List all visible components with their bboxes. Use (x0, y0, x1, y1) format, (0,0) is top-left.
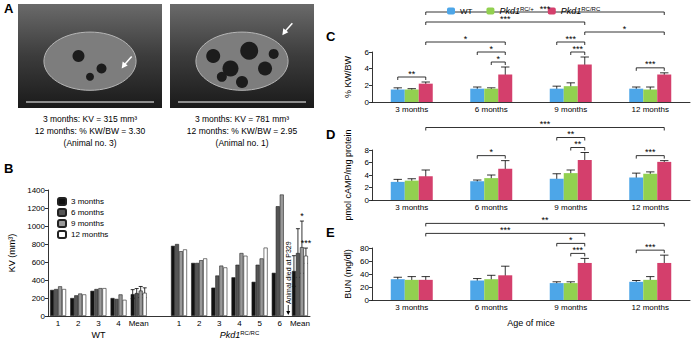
svg-text:4: 4 (116, 319, 121, 328)
svg-text:1: 1 (177, 319, 182, 328)
svg-text:***: *** (500, 14, 511, 24)
svg-text:2: 2 (365, 81, 370, 90)
svg-text:6 months: 6 months (475, 203, 508, 212)
svg-text:***: *** (645, 59, 656, 69)
svg-text:*: * (464, 34, 468, 44)
svg-text:3 months: 3 months (395, 203, 428, 212)
svg-text:***: *** (645, 242, 656, 252)
svg-text:*: * (489, 44, 493, 54)
svg-text:3 months: KV = 781 mm³: 3 months: KV = 781 mm³ (195, 114, 289, 124)
svg-text:12 months: % KW/BW = 3.30: 12 months: % KW/BW = 3.30 (35, 126, 146, 136)
svg-text:1200: 1200 (27, 204, 45, 213)
svg-text:6: 6 (365, 48, 370, 57)
svg-text:4: 4 (365, 64, 370, 73)
svg-text:***: *** (572, 44, 583, 54)
svg-text:3 months: KV = 315 mm³: 3 months: KV = 315 mm³ (43, 114, 137, 124)
svg-text:3 months: 3 months (395, 303, 428, 312)
svg-text:*: * (569, 235, 573, 245)
svg-text:1000: 1000 (27, 222, 45, 231)
svg-text:4: 4 (237, 319, 242, 328)
svg-text:C: C (326, 29, 336, 44)
svg-text:6: 6 (365, 158, 370, 167)
svg-text:% KW/BW: % KW/BW (343, 55, 353, 98)
svg-text:800: 800 (32, 240, 46, 249)
svg-text:*: * (623, 24, 627, 34)
svg-text:*: * (489, 147, 493, 157)
svg-text:**: ** (567, 129, 575, 139)
svg-text:**: ** (541, 215, 549, 225)
svg-text:12 months: 12 months (632, 203, 669, 212)
svg-text:RC/+: RC/+ (520, 6, 534, 12)
svg-text:40: 40 (360, 270, 369, 279)
svg-text:RC/RC: RC/RC (240, 330, 260, 336)
svg-text:12 months: 12 months (71, 230, 108, 239)
svg-text:***: *** (540, 119, 551, 129)
svg-text:(Animal no. 1): (Animal no. 1) (216, 138, 269, 148)
svg-text:***: *** (645, 147, 656, 157)
svg-text:***: *** (500, 225, 511, 235)
svg-text:WT: WT (91, 330, 105, 340)
svg-text:**: ** (574, 139, 582, 149)
svg-text:***: *** (572, 245, 583, 255)
svg-text:3 months: 3 months (71, 197, 104, 206)
svg-text:2: 2 (197, 319, 202, 328)
svg-text:200: 200 (32, 294, 46, 303)
svg-text:BUN (mg/dl): BUN (mg/dl) (343, 249, 353, 299)
svg-text:*: * (496, 54, 500, 64)
svg-text:6 months: 6 months (71, 208, 104, 217)
svg-text:4: 4 (365, 171, 370, 180)
svg-text:E: E (326, 225, 335, 240)
svg-text:(Animal no. 3): (Animal no. 3) (64, 138, 117, 148)
svg-text:6 months: 6 months (475, 105, 508, 114)
svg-text:***: *** (540, 4, 551, 14)
svg-text:B: B (4, 161, 13, 176)
svg-text:80: 80 (360, 244, 369, 253)
svg-text:0: 0 (365, 196, 370, 205)
svg-text:Animal died at P329: Animal died at P329 (285, 241, 292, 304)
svg-text:9 months: 9 months (554, 105, 587, 114)
svg-text:600: 600 (32, 258, 46, 267)
svg-text:0: 0 (41, 312, 46, 321)
svg-text:A: A (4, 1, 14, 16)
svg-text:12 months: 12 months (632, 105, 669, 114)
svg-text:8: 8 (365, 146, 370, 155)
svg-text:0: 0 (365, 296, 370, 305)
svg-text:**: ** (408, 69, 416, 79)
svg-text:Mean: Mean (290, 319, 310, 328)
svg-text:2: 2 (365, 183, 370, 192)
svg-text:6 months: 6 months (475, 303, 508, 312)
svg-text:60: 60 (360, 257, 369, 266)
svg-text:3: 3 (217, 319, 222, 328)
svg-text:12 months: 12 months (632, 303, 669, 312)
svg-text:Mean: Mean (129, 319, 149, 328)
svg-text:12 months: % KW/BW = 2.95: 12 months: % KW/BW = 2.95 (187, 126, 298, 136)
svg-text:Age of mice: Age of mice (507, 318, 555, 328)
svg-text:***: *** (301, 238, 312, 248)
svg-text:9 months: 9 months (554, 303, 587, 312)
svg-text:5: 5 (257, 319, 262, 328)
svg-text:0: 0 (365, 98, 370, 107)
svg-text:pmol cAMP/mg protein: pmol cAMP/mg protein (343, 129, 353, 220)
svg-text:9 months: 9 months (71, 219, 104, 228)
svg-text:D: D (326, 127, 335, 142)
svg-text:Pkd1: Pkd1 (220, 330, 241, 340)
svg-text:400: 400 (32, 276, 46, 285)
svg-text:1400: 1400 (27, 186, 45, 195)
svg-text:Pkd1: Pkd1 (499, 6, 520, 16)
svg-text:9 months: 9 months (554, 203, 587, 212)
svg-text:RC/RC: RC/RC (581, 6, 601, 12)
svg-text:2: 2 (76, 319, 81, 328)
svg-text:*: * (300, 211, 304, 221)
svg-text:WT: WT (460, 7, 473, 16)
svg-text:3: 3 (96, 319, 101, 328)
svg-text:1: 1 (56, 319, 61, 328)
svg-text:Pkd1: Pkd1 (561, 6, 582, 16)
svg-text:***: *** (565, 34, 576, 44)
svg-text:6: 6 (278, 319, 283, 328)
svg-text:KV (mm³): KV (mm³) (7, 234, 17, 273)
svg-text:3 months: 3 months (395, 105, 428, 114)
svg-text:20: 20 (360, 283, 369, 292)
